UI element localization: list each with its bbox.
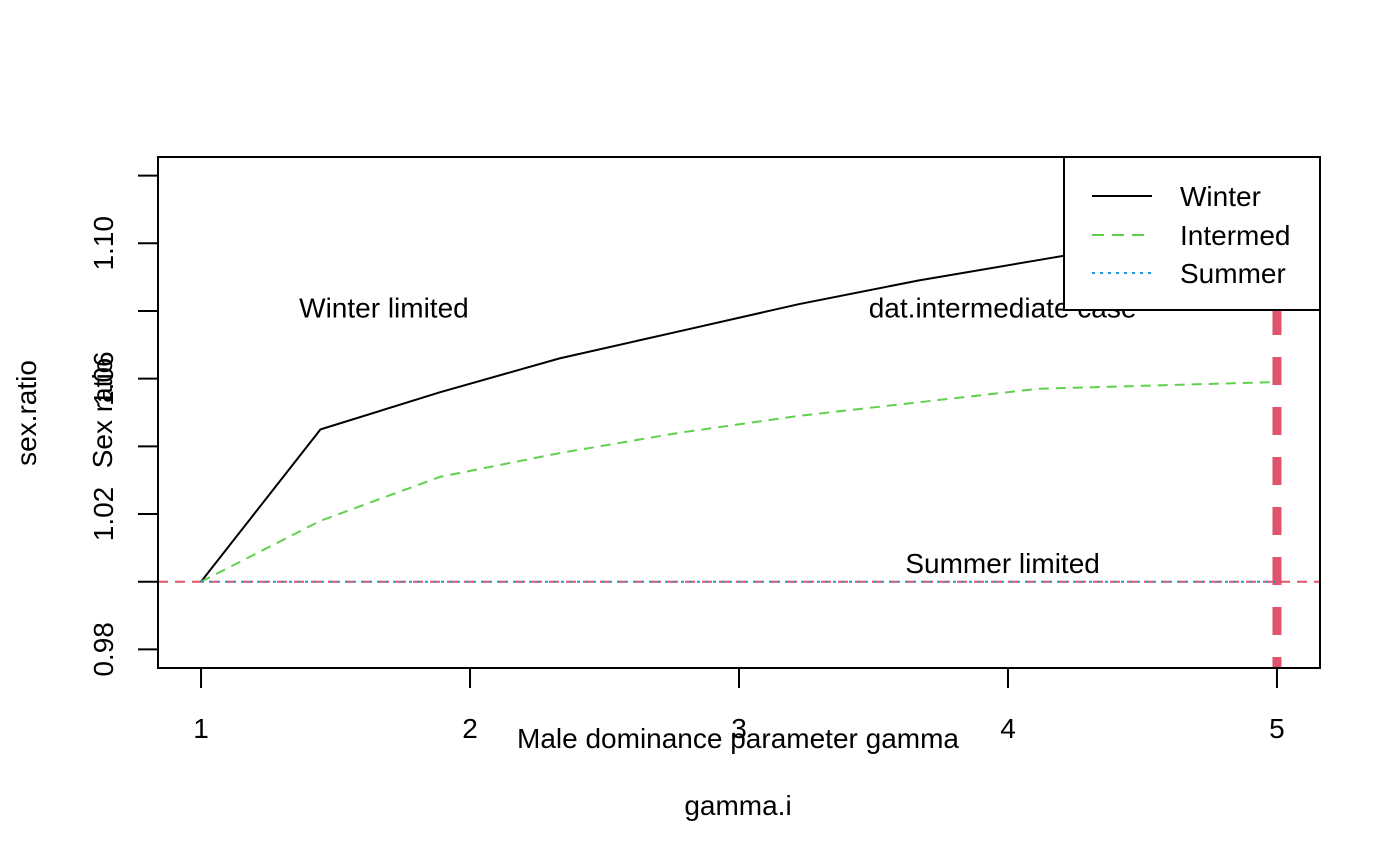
x-tick-label: 3 xyxy=(731,713,747,744)
x-tick-label: 2 xyxy=(462,713,478,744)
x-tick-label: 5 xyxy=(1269,713,1285,744)
x-axis-title-overlay: Male dominance parameter gamma xyxy=(517,723,959,754)
legend-label-winter: Winter xyxy=(1180,181,1261,212)
y-tick-label: 1.02 xyxy=(88,487,119,542)
legend-label-intermed: Intermed xyxy=(1180,220,1291,251)
x-tick-label: 4 xyxy=(1000,713,1016,744)
y-axis-title: sex.ratio xyxy=(11,360,42,466)
x-axis-title: gamma.i xyxy=(684,790,791,821)
legend-label-summer: Summer xyxy=(1180,258,1286,289)
x-axis: 1 2 3 4 5 xyxy=(193,667,1285,744)
y-axis: 0.98 1.02 1.06 1.10 xyxy=(88,174,159,677)
y-axis-title-overlay: Sex ratio xyxy=(87,358,118,469)
legend: Winter Intermed Summer xyxy=(1063,156,1321,311)
annotations: Winter limited dat.intermediate caseSumme… xyxy=(299,293,1136,580)
legend-box xyxy=(1063,156,1321,311)
series-line-intermed xyxy=(200,381,1278,583)
annotation-label: Winter limited xyxy=(299,293,469,324)
y-tick-label: 1.10 xyxy=(88,216,119,270)
y-tick-label: 0.98 xyxy=(88,622,119,677)
annotation-label: Summer limited xyxy=(905,548,1099,579)
y-tick-label: 1.06 xyxy=(88,351,119,406)
x-tick-label: 1 xyxy=(193,713,209,744)
